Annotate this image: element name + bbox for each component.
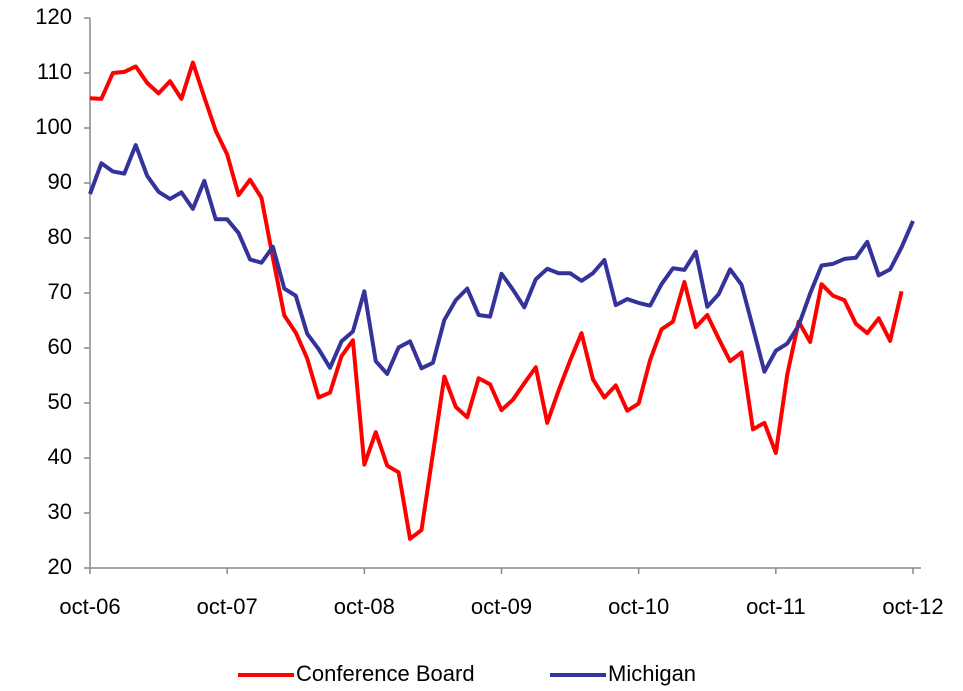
x-tick-label: oct-11 xyxy=(746,594,806,619)
y-tick-label: 80 xyxy=(48,224,72,249)
series-line xyxy=(89,60,904,541)
y-tick-label: 50 xyxy=(48,389,72,414)
x-tick-label: oct-09 xyxy=(471,594,532,619)
legend-label: Conference Board xyxy=(296,661,475,686)
y-tick-label: 100 xyxy=(35,114,72,139)
y-tick-label: 70 xyxy=(48,279,72,304)
y-tick-label: 30 xyxy=(48,499,72,524)
y-tick-label: 120 xyxy=(35,4,72,29)
x-tick-label: oct-06 xyxy=(59,594,120,619)
y-tick-label: 90 xyxy=(48,169,72,194)
y-tick-label: 40 xyxy=(48,444,72,469)
series-line xyxy=(88,143,915,376)
y-tick-label: 110 xyxy=(37,59,72,84)
legend-label: Michigan xyxy=(608,661,696,686)
y-tick-label: 60 xyxy=(48,334,72,359)
x-tick-label: oct-12 xyxy=(882,594,943,619)
x-tick-label: oct-07 xyxy=(197,594,258,619)
y-tick-label: 20 xyxy=(48,554,72,579)
x-tick-label: oct-10 xyxy=(608,594,669,619)
x-tick-label: oct-08 xyxy=(334,594,395,619)
